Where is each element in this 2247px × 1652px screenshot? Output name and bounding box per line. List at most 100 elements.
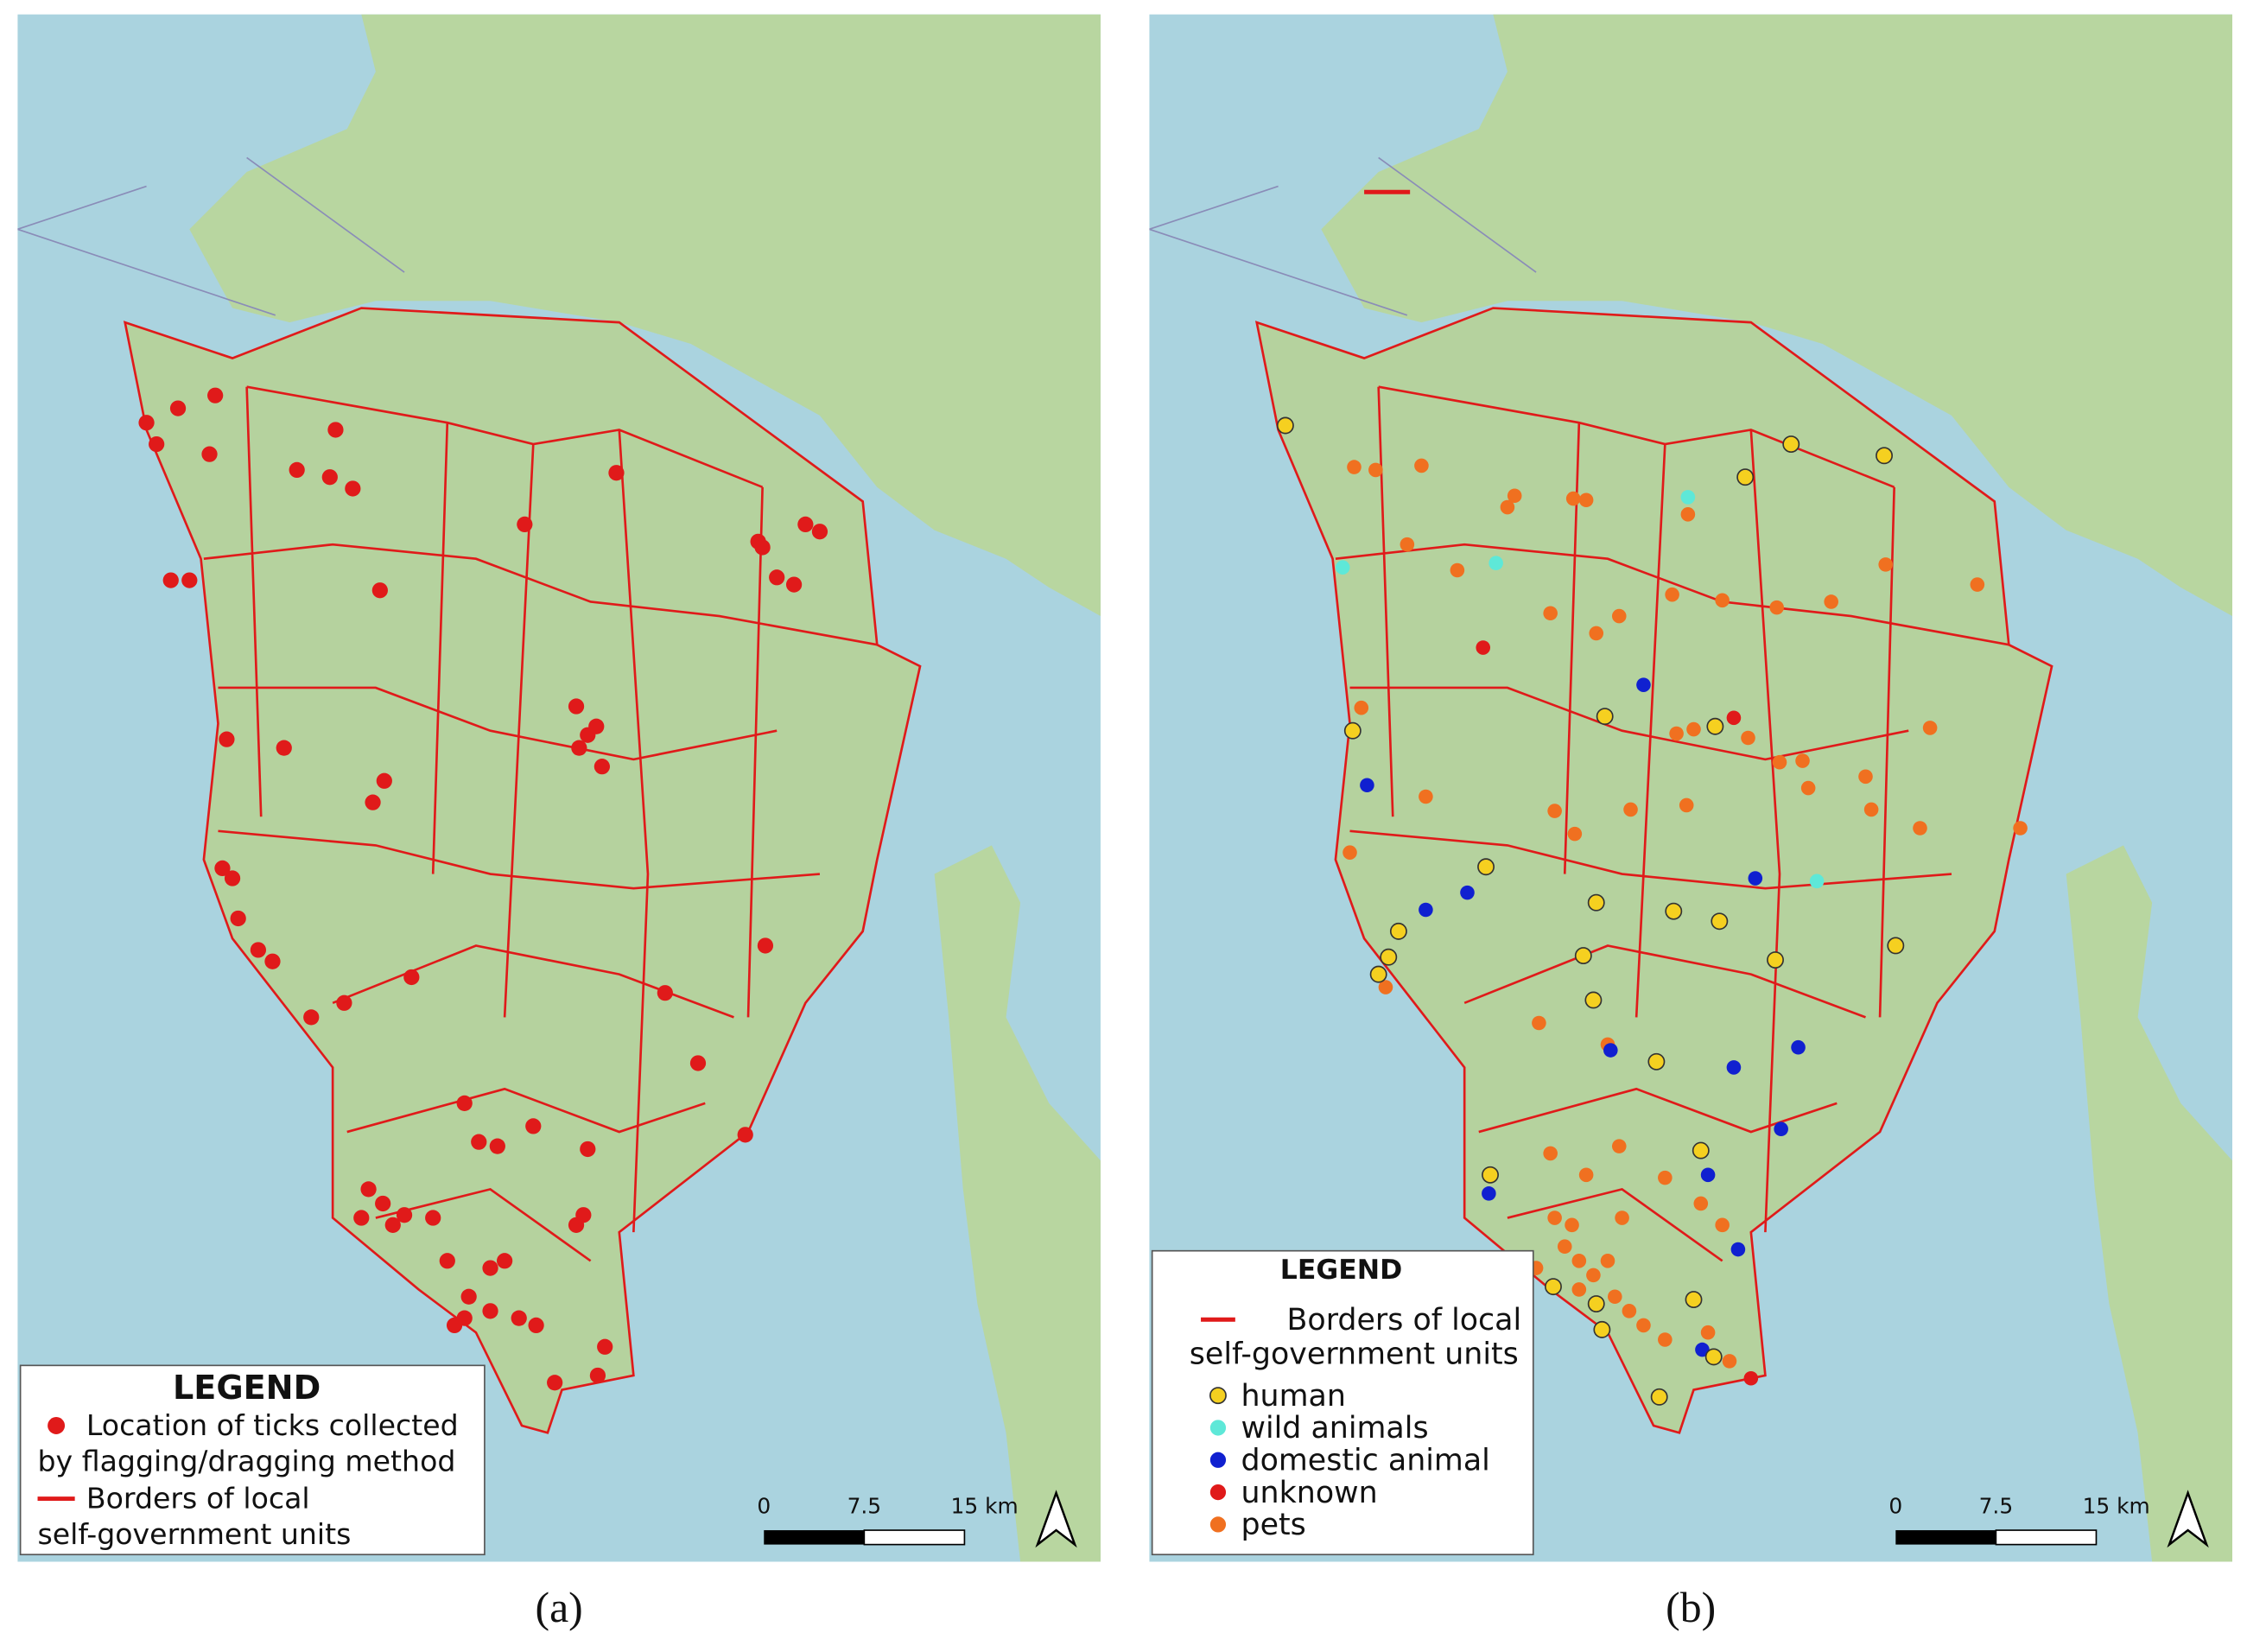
tick-location bbox=[181, 572, 198, 588]
tick-location bbox=[403, 969, 420, 986]
legend-item: Location of ticks collected bbox=[86, 1408, 459, 1442]
case-location bbox=[1636, 1318, 1651, 1333]
tick-location bbox=[482, 1260, 498, 1276]
tick-location bbox=[289, 461, 305, 479]
tick-location bbox=[224, 870, 241, 886]
tick-location bbox=[785, 576, 803, 593]
case-location bbox=[1665, 902, 1683, 920]
case-location bbox=[1584, 991, 1603, 1009]
tick-location bbox=[689, 1055, 707, 1071]
case-location bbox=[1565, 1217, 1579, 1233]
case-location bbox=[1774, 1121, 1788, 1137]
tick-location bbox=[336, 994, 352, 1011]
scale-label: 0 bbox=[1888, 1494, 1902, 1519]
case-location bbox=[1596, 708, 1614, 726]
tick-location bbox=[375, 1195, 391, 1212]
case-location bbox=[1769, 600, 1784, 615]
case-location bbox=[1722, 1354, 1737, 1369]
legend-dot bbox=[1209, 1452, 1227, 1468]
tick-location bbox=[528, 1317, 544, 1334]
legend-dot bbox=[48, 1417, 66, 1434]
case-location bbox=[1658, 1332, 1673, 1347]
case-location bbox=[1858, 769, 1873, 785]
case-location bbox=[1482, 1186, 1496, 1201]
case-location bbox=[1547, 1210, 1562, 1225]
case-location bbox=[1587, 1295, 1605, 1312]
case-location bbox=[1482, 1166, 1499, 1184]
legend-title: LEGEND bbox=[1280, 1255, 1402, 1286]
case-location bbox=[1726, 1060, 1742, 1075]
case-location bbox=[1600, 1253, 1615, 1268]
scale-bar: 0 7.5 15 km bbox=[1888, 1490, 2209, 1548]
tick-location bbox=[471, 1134, 487, 1150]
case-location bbox=[2013, 821, 2028, 836]
case-location bbox=[1623, 802, 1638, 817]
tick-location bbox=[456, 1095, 473, 1111]
case-location bbox=[1615, 1210, 1629, 1225]
tick-location bbox=[360, 1181, 377, 1198]
case-location bbox=[1748, 871, 1763, 886]
case-location bbox=[1715, 1217, 1730, 1233]
legend-item: Borders of local bbox=[1287, 1303, 1522, 1337]
legend-title: LEGEND bbox=[173, 1369, 321, 1407]
case-location bbox=[1695, 1342, 1710, 1357]
case-location bbox=[1685, 1291, 1703, 1309]
case-location bbox=[1791, 1039, 1806, 1055]
map-b: LEGEND Borders of local self-government … bbox=[1149, 14, 2233, 1562]
case-location bbox=[1782, 435, 1800, 454]
case-location bbox=[1726, 710, 1742, 726]
case-location bbox=[1360, 778, 1374, 793]
tick-location bbox=[589, 1367, 606, 1384]
case-location bbox=[1368, 462, 1383, 478]
tick-location bbox=[250, 942, 267, 958]
tick-location bbox=[737, 1127, 753, 1143]
scale-label: 0 bbox=[757, 1494, 771, 1519]
case-location bbox=[1700, 1167, 1716, 1183]
case-location bbox=[1343, 721, 1362, 740]
case-location bbox=[1557, 1239, 1572, 1254]
tick-location bbox=[162, 572, 179, 588]
tick-location bbox=[456, 1310, 473, 1326]
tick-location bbox=[303, 1009, 320, 1026]
legend-dot bbox=[1209, 1516, 1227, 1533]
case-location bbox=[1477, 858, 1495, 876]
tick-location bbox=[517, 516, 533, 533]
tick-location bbox=[353, 1210, 370, 1226]
tick-location bbox=[365, 794, 381, 810]
tick-location bbox=[575, 1207, 592, 1223]
case-location bbox=[1380, 948, 1398, 966]
legend-item: unknown bbox=[1241, 1476, 1377, 1510]
tick-location bbox=[580, 1141, 596, 1158]
case-location bbox=[1795, 753, 1810, 768]
tick-location bbox=[149, 435, 165, 453]
tick-location bbox=[511, 1310, 527, 1326]
case-location bbox=[1922, 721, 1938, 735]
tick-location bbox=[811, 524, 828, 540]
case-location bbox=[1767, 951, 1784, 969]
legend-box bbox=[19, 1364, 486, 1556]
case-location bbox=[1603, 1043, 1618, 1058]
legend-item: self-government units bbox=[38, 1517, 352, 1551]
case-location bbox=[1567, 826, 1583, 842]
scale-label: 7.5 bbox=[847, 1494, 882, 1519]
legend-item: human bbox=[1241, 1379, 1345, 1414]
case-location bbox=[1715, 593, 1730, 608]
case-location bbox=[1680, 490, 1696, 505]
case-location bbox=[1706, 717, 1724, 735]
case-location bbox=[1913, 821, 1927, 836]
legend-dot bbox=[1209, 1484, 1227, 1501]
tick-location bbox=[345, 480, 361, 497]
tick-location bbox=[797, 516, 814, 533]
case-location bbox=[1500, 499, 1515, 515]
tick-location bbox=[568, 698, 585, 715]
case-location bbox=[1347, 460, 1362, 474]
case-location bbox=[1692, 1141, 1710, 1160]
case-location bbox=[1507, 488, 1522, 504]
scale-label: 15 km bbox=[2083, 1494, 2150, 1519]
case-location bbox=[1704, 1348, 1723, 1366]
tick-location bbox=[376, 772, 392, 789]
tick-location bbox=[482, 1303, 498, 1319]
tick-location bbox=[593, 759, 611, 775]
tick-location bbox=[276, 740, 292, 756]
case-location bbox=[1693, 1196, 1709, 1211]
